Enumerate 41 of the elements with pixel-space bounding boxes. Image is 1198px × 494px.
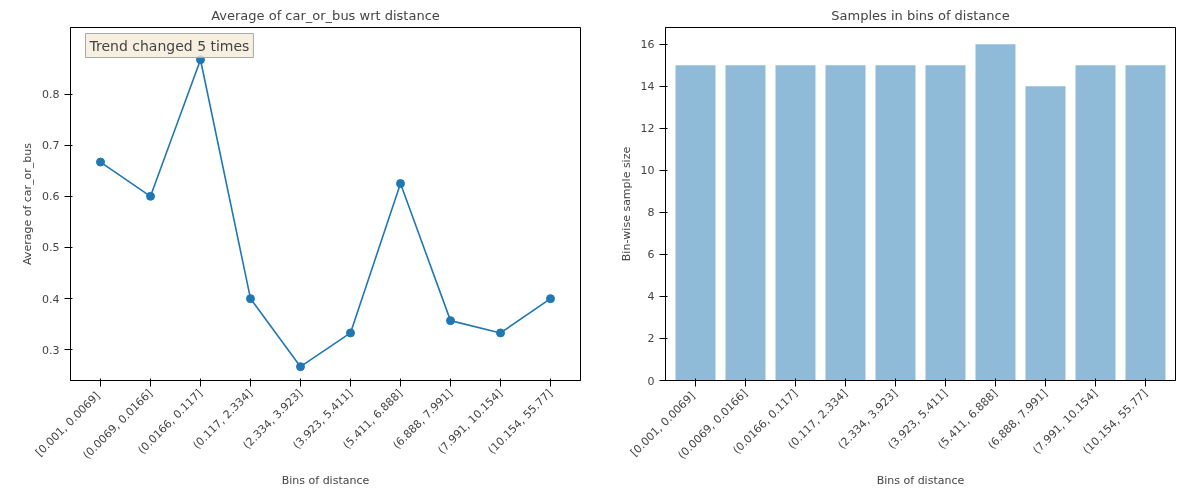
y-tick-label: 0.8	[42, 88, 60, 102]
y-axis-title: Average of car_or_bus	[21, 142, 35, 266]
point	[246, 294, 255, 304]
y-tick-label: 10	[640, 164, 655, 178]
chart-title: Average of car_or_bus wrt distance	[211, 7, 440, 23]
bar	[775, 65, 816, 381]
y-tick-label: 16	[640, 38, 655, 52]
x-axis-title: Bins of distance	[281, 474, 370, 488]
annotation: Trend changed 5 times	[88, 37, 250, 54]
point	[446, 316, 455, 326]
point	[96, 157, 105, 167]
point	[546, 294, 555, 304]
point	[296, 362, 305, 372]
y-tick-label: 0.3	[42, 343, 60, 357]
y-tick-label: 2	[647, 332, 655, 346]
y-tick-label: 0.4	[42, 292, 60, 306]
y-tick-label: 12	[640, 122, 655, 136]
bar	[975, 44, 1016, 381]
y-tick-label: 4	[647, 290, 655, 304]
y-tick-label: 0	[647, 374, 655, 388]
bar	[675, 65, 716, 381]
y-tick-label: 0.6	[42, 190, 60, 204]
y-axis-title: Bin-wise sample size	[619, 146, 633, 262]
bar	[1125, 65, 1166, 381]
bar	[825, 65, 866, 381]
point	[346, 328, 355, 338]
point	[146, 191, 155, 201]
y-tick-label: 14	[640, 80, 655, 94]
x-axis-title: Bins of distance	[876, 474, 965, 488]
y-tick-label: 0.5	[42, 241, 60, 255]
point	[396, 179, 405, 189]
bar	[925, 65, 966, 381]
bar	[725, 65, 766, 381]
y-tick-label: 0.7	[42, 139, 60, 153]
y-tick-label: 8	[647, 206, 655, 220]
bar	[1075, 65, 1116, 381]
bar	[875, 65, 916, 381]
y-tick-label: 6	[647, 248, 655, 262]
chart-title: Samples in bins of distance	[831, 7, 1010, 23]
bar	[1025, 86, 1066, 381]
point	[496, 328, 505, 338]
